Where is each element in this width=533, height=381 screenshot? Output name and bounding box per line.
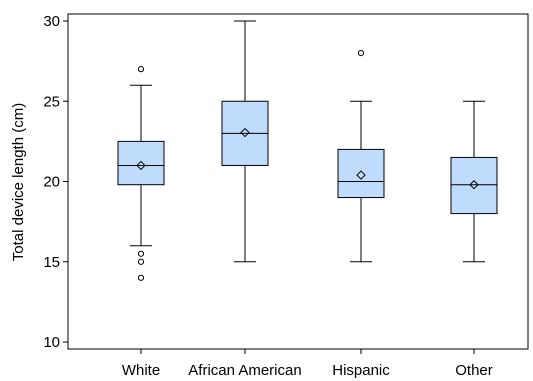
outlier-point xyxy=(137,250,145,257)
box-group-3 xyxy=(450,100,498,263)
iqr-box xyxy=(450,156,498,215)
outlier-point xyxy=(137,258,145,265)
y-tick-label-30: 30 xyxy=(43,13,60,30)
iqr-box xyxy=(117,140,165,186)
y-tick-label-15: 15 xyxy=(43,254,60,271)
mean-marker xyxy=(356,170,366,180)
y-axis: 10 15 20 25 30 xyxy=(43,13,68,351)
y-axis-label: Total device length (cm) xyxy=(10,103,27,261)
iqr-box xyxy=(337,148,385,199)
x-axis: White African American Hispanic Other xyxy=(122,349,493,379)
y-tick-label-20: 20 xyxy=(43,174,60,191)
y-tick-label-25: 25 xyxy=(43,93,60,110)
outlier-point xyxy=(137,66,145,73)
boxes xyxy=(117,20,498,281)
outlier-point xyxy=(137,274,145,281)
mean-marker xyxy=(240,127,250,138)
mean-marker xyxy=(136,160,146,171)
x-category-label-0: White xyxy=(122,362,160,379)
box-group-0 xyxy=(117,66,165,281)
x-category-label-3: Other xyxy=(455,362,493,379)
box-group-2 xyxy=(337,50,385,263)
y-tick-label-10: 10 xyxy=(43,334,60,351)
outlier-point xyxy=(357,50,365,57)
box-group-1 xyxy=(221,20,269,263)
x-category-label-1: African American xyxy=(188,362,301,379)
mean-marker xyxy=(469,180,479,190)
x-category-label-2: Hispanic xyxy=(332,362,390,379)
